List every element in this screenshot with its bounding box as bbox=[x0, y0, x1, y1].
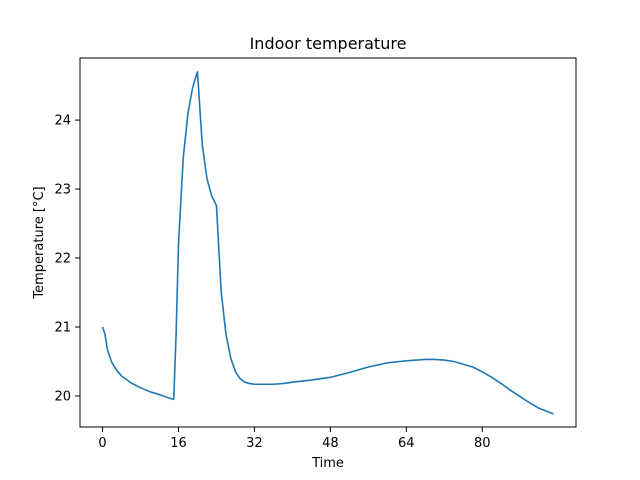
y-tick-label-0: 20 bbox=[54, 389, 71, 404]
x-tick-label-2: 32 bbox=[246, 436, 263, 451]
plot-area bbox=[79, 57, 577, 428]
y-tick-label-4: 24 bbox=[54, 114, 71, 129]
y-tick-label-1: 21 bbox=[54, 320, 71, 335]
series-line-0 bbox=[101, 70, 554, 415]
x-tick-label-4: 64 bbox=[398, 436, 415, 451]
y-axis-label: Temperature [°C] bbox=[32, 186, 47, 299]
x-tick-label-0: 0 bbox=[98, 436, 106, 451]
y-axis: 20 21 22 23 24 bbox=[54, 114, 80, 404]
y-tick-label-3: 23 bbox=[54, 183, 71, 198]
axes-frame bbox=[79, 57, 577, 428]
x-axis: 0 16 32 48 64 80 bbox=[98, 427, 491, 451]
x-tick-label-5: 80 bbox=[474, 436, 491, 451]
y-tick-label-2: 22 bbox=[54, 252, 71, 267]
x-axis-label: Time bbox=[311, 456, 344, 471]
chart-title: Indoor temperature bbox=[250, 34, 407, 53]
line-layer bbox=[101, 70, 554, 415]
x-tick-label-1: 16 bbox=[170, 436, 187, 451]
x-tick-label-3: 48 bbox=[322, 436, 339, 451]
